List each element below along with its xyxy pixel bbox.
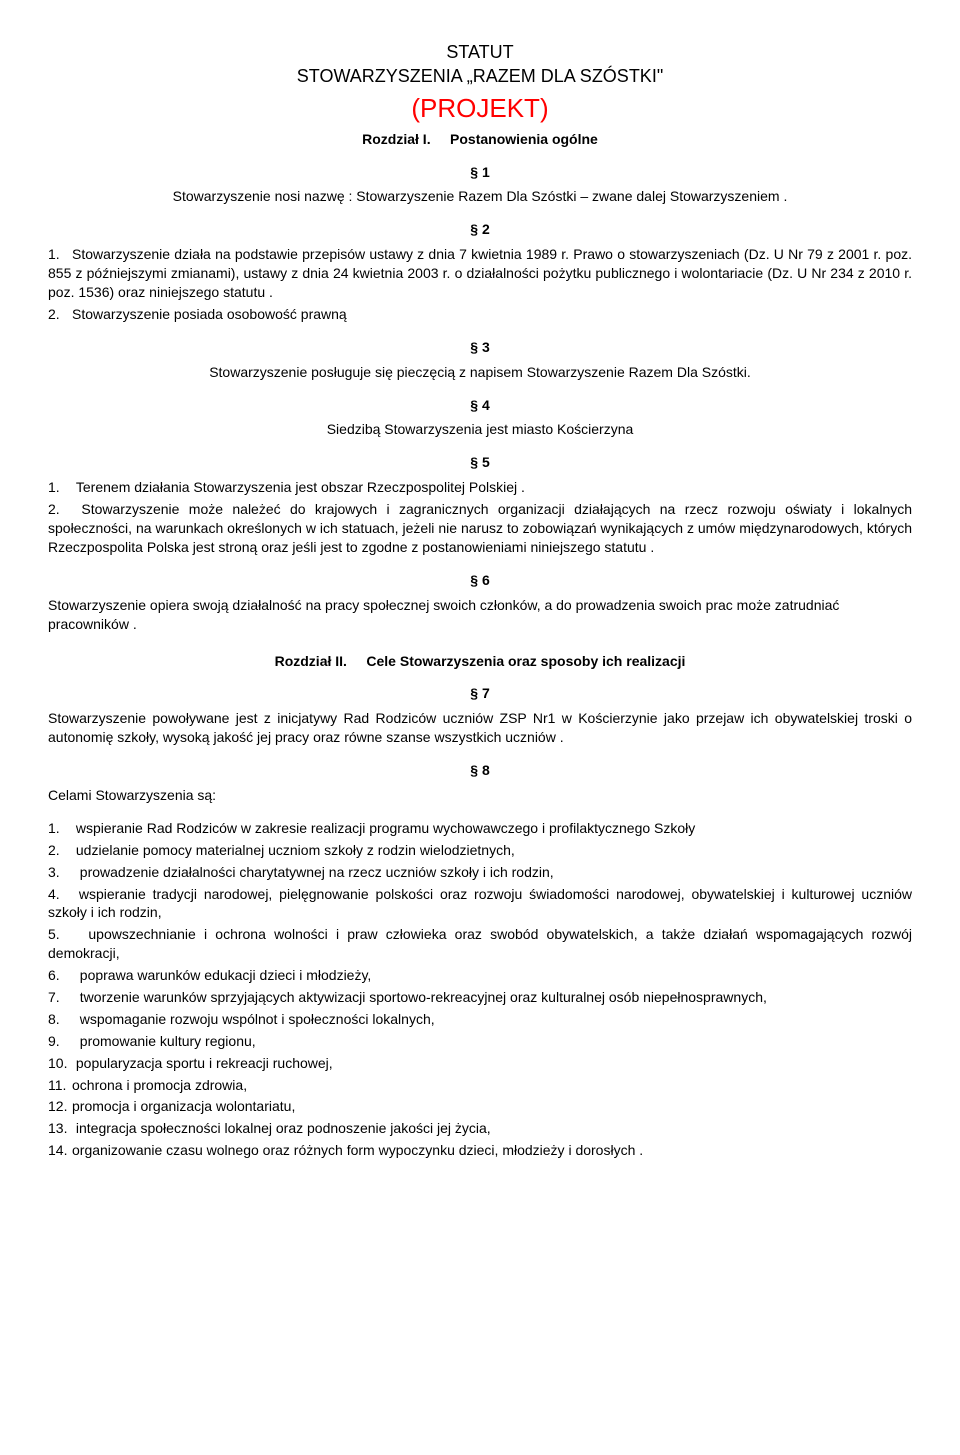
projekt-label: (PROJEKT) xyxy=(48,91,912,126)
chapter2-label: Rozdział II. xyxy=(275,653,347,669)
section-7-num: § 7 xyxy=(48,684,912,703)
section-4-num: § 4 xyxy=(48,396,912,415)
section-5-num: § 5 xyxy=(48,453,912,472)
s8-item-14-text: organizowanie czasu wolnego oraz różnych… xyxy=(72,1142,643,1158)
s8-item-10-text: popularyzacja sportu i rekreacji ruchowe… xyxy=(76,1055,333,1071)
section-4-text: Siedzibą Stowarzyszenia jest miasto Kośc… xyxy=(48,420,912,439)
s8-item-12: 12.promocja i organizacja wolontariatu, xyxy=(48,1097,912,1116)
s8-item-5: 5. upowszechnianie i ochrona wolności i … xyxy=(48,925,912,963)
s8-item-7: 7. tworzenie warunków sprzyjających akty… xyxy=(48,988,912,1007)
section-2-num: § 2 xyxy=(48,220,912,239)
section-6-text: Stowarzyszenie opiera swoją działalność … xyxy=(48,596,912,634)
s8-item-6: 6. poprawa warunków edukacji dzieci i mł… xyxy=(48,966,912,985)
s8-item-1: 1. wspieranie Rad Rodziców w zakresie re… xyxy=(48,819,912,838)
s8-item-12-text: promocja i organizacja wolontariatu, xyxy=(72,1098,295,1114)
doc-title-line2: STOWARZYSZENIA „RAZEM DLA SZÓSTKI" xyxy=(48,64,912,88)
s8-item-11: 11.ochrona i promocja zdrowia, xyxy=(48,1076,912,1095)
chapter2-title: Cele Stowarzyszenia oraz sposoby ich rea… xyxy=(366,653,685,669)
section-1-text: Stowarzyszenie nosi nazwę : Stowarzyszen… xyxy=(48,187,912,206)
section-3-num: § 3 xyxy=(48,338,912,357)
section-6-num: § 6 xyxy=(48,571,912,590)
s8-item-10: 10. popularyzacja sportu i rekreacji ruc… xyxy=(48,1054,912,1073)
s2-item-2-text: Stowarzyszenie posiada osobowość prawną xyxy=(72,306,347,322)
s8-item-8-text: wspomaganie rozwoju wspólnot i społeczno… xyxy=(80,1011,435,1027)
s2-item-1: 1.Stowarzyszenie działa na podstawie prz… xyxy=(48,245,912,302)
s8-item-13-text: integracja społeczności lokalnej oraz po… xyxy=(76,1120,491,1136)
section-8-num: § 8 xyxy=(48,761,912,780)
s5-item-2-text: Stowarzyszenie może należeć do krajowych… xyxy=(48,501,912,555)
s2-item-2: 2.Stowarzyszenie posiada osobowość prawn… xyxy=(48,305,912,324)
section-1-num: § 1 xyxy=(48,163,912,182)
s8-item-9-text: promowanie kultury regionu, xyxy=(80,1033,256,1049)
s5-item-1: 1. Terenem działania Stowarzyszenia jest… xyxy=(48,478,912,497)
section-3-text: Stowarzyszenie posługuje się pieczęcią z… xyxy=(48,363,912,382)
section-8-lead: Celami Stowarzyszenia są: xyxy=(48,786,912,805)
s8-item-7-text: tworzenie warunków sprzyjających aktywiz… xyxy=(80,989,767,1005)
s8-item-3-text: prowadzenie działalności charytatywnej n… xyxy=(80,864,554,880)
s8-item-3: 3. prowadzenie działalności charytatywne… xyxy=(48,863,912,882)
s8-item-14: 14.organizowanie czasu wolnego oraz różn… xyxy=(48,1141,912,1160)
chapter1-label: Rozdział I. xyxy=(362,131,430,147)
s8-item-9: 9. promowanie kultury regionu, xyxy=(48,1032,912,1051)
s8-item-4: 4. wspieranie tradycji narodowej, pielęg… xyxy=(48,885,912,923)
s2-item-1-text: Stowarzyszenie działa na podstawie przep… xyxy=(48,246,912,300)
s8-item-2-text: udzielanie pomocy materialnej uczniom sz… xyxy=(76,842,515,858)
s8-item-4-text: wspieranie tradycji narodowej, pielęgnow… xyxy=(48,886,912,921)
s8-item-5-text: upowszechnianie i ochrona wolności i pra… xyxy=(48,926,912,961)
s8-item-6-text: poprawa warunków edukacji dzieci i młodz… xyxy=(80,967,372,983)
section-7-text: Stowarzyszenie powoływane jest z inicjat… xyxy=(48,709,912,747)
s8-item-8: 8. wspomaganie rozwoju wspólnot i społec… xyxy=(48,1010,912,1029)
s8-item-13: 13. integracja społeczności lokalnej ora… xyxy=(48,1119,912,1138)
s8-item-1-text: wspieranie Rad Rodziców w zakresie reali… xyxy=(76,820,695,836)
s8-item-11-text: ochrona i promocja zdrowia, xyxy=(72,1077,247,1093)
s5-item-2: 2. Stowarzyszenie może należeć do krajow… xyxy=(48,500,912,557)
s8-item-2: 2. udzielanie pomocy materialnej uczniom… xyxy=(48,841,912,860)
chapter1-title: Postanowienia ogólne xyxy=(450,131,598,147)
s5-item-1-text: Terenem działania Stowarzyszenia jest ob… xyxy=(76,479,525,495)
doc-title-line1: STATUT xyxy=(48,40,912,64)
